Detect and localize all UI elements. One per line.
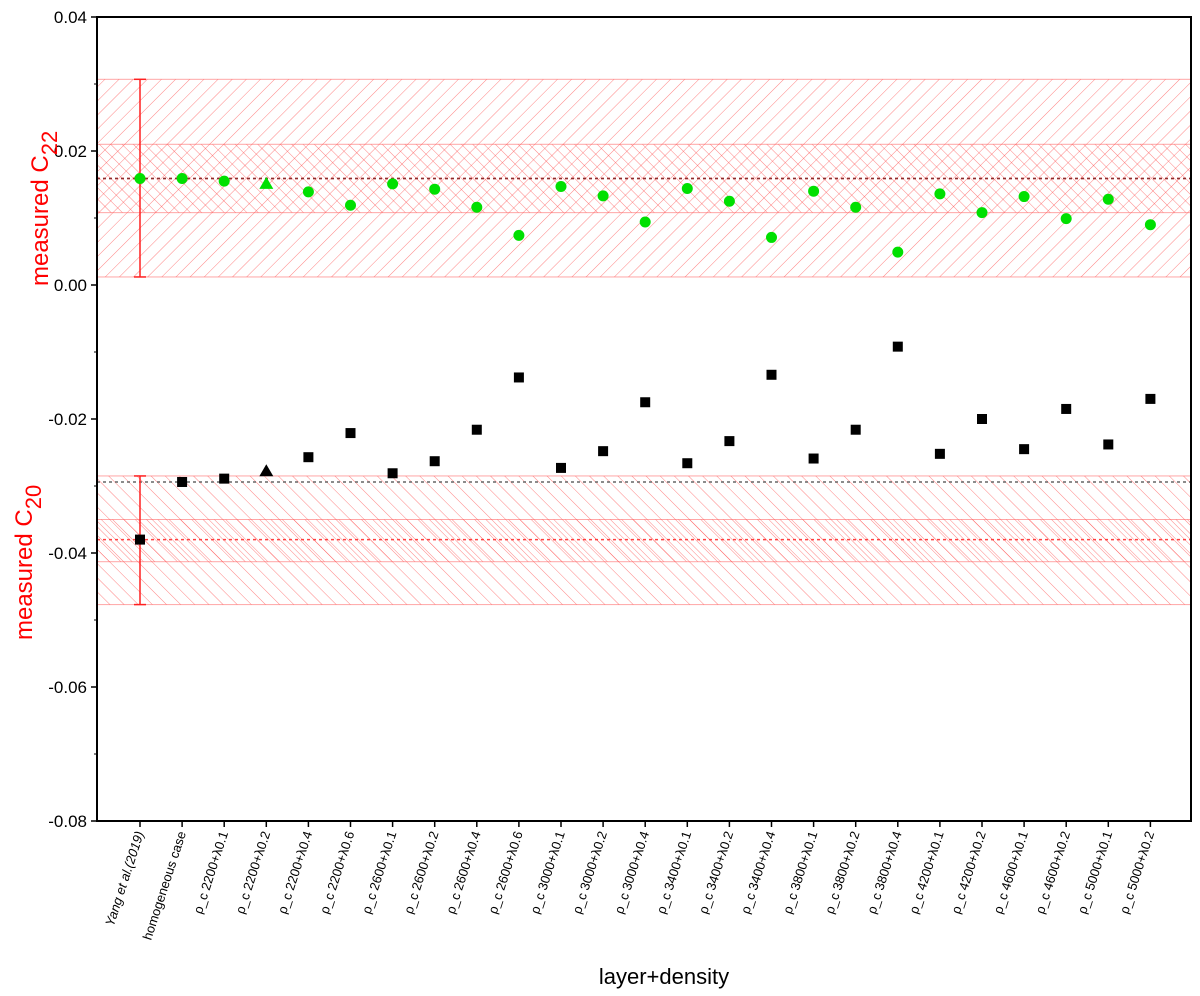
point [639,216,651,228]
point [850,201,862,213]
point [1144,219,1156,231]
point [597,190,609,202]
y-tick-label: -0.04 [48,544,87,563]
y-tick-label: 0.02 [54,142,87,161]
point [598,446,609,457]
x-tick-label: Yang et al.(2019) [102,829,147,928]
point [259,176,274,189]
x-tick-label: ρ_c 3400+λ0.1 [653,829,694,915]
point [177,476,188,487]
point [556,462,566,473]
point [1145,393,1156,404]
measurement-bands [96,78,1192,606]
point [934,448,945,459]
data-points [134,172,1156,545]
x-tick-label: ρ_c 3000+λ0.1 [527,829,568,915]
y-axis: 0.04 0.02 0.00 -0.02 -0.04 -0.06 -0.08 [48,8,97,831]
x-axis-title: layer+density [599,964,729,989]
point [218,175,230,187]
inner-band [96,519,1192,563]
point [429,456,440,467]
x-tick-label: ρ_c 4200+λ0.1 [906,829,947,915]
point [681,183,693,195]
x-tick-label: ρ_c 4600+λ0.1 [990,829,1031,915]
point [513,229,525,241]
point [1018,191,1030,203]
point [1102,193,1114,205]
point [850,424,861,435]
point [471,424,482,435]
x-tick-label: homogeneous case [140,829,189,942]
point [724,436,735,447]
point [640,397,651,408]
point [892,341,903,352]
point [723,195,735,207]
x-tick-label: ρ_c 3800+λ0.1 [780,829,821,915]
reference-lines [97,177,1191,541]
y-tick-label: -0.08 [48,812,87,831]
y-axis-title-c22: measured C22 [27,131,62,286]
point [976,207,988,219]
x-tick-label: ρ_c 2200+λ0.4 [274,829,315,915]
x-tick-label: ρ_c 5000+λ0.2 [1116,829,1157,915]
x-tick-label: ρ_c 4200+λ0.2 [948,829,989,915]
point [135,534,145,545]
point [766,231,777,243]
y-axis-title-c20: measured C20 [11,485,46,640]
point [808,453,819,464]
x-tick-label: ρ_c 2600+λ0.1 [359,829,400,915]
x-tick-label: ρ_c 5000+λ0.1 [1074,829,1115,915]
point [471,201,483,213]
x-tick-label: ρ_c 4600+λ0.2 [1032,829,1073,915]
x-tick-label: ρ_c 2600+λ0.4 [443,829,484,915]
x-tick-label: ρ_c 2600+λ0.2 [401,829,442,915]
point [345,199,356,211]
point [345,428,356,439]
point [176,172,188,184]
point [1103,439,1114,450]
point [1060,213,1072,225]
point [808,185,820,197]
x-tick-label: ρ_c 3000+λ0.2 [569,829,610,915]
x-tick-label: ρ_c 2200+λ0.6 [317,829,358,915]
x-tick-label: ρ_c 3400+λ0.4 [738,829,779,915]
point [429,183,441,195]
x-tick-label: ρ_c 3800+λ0.2 [822,829,863,915]
point [387,178,399,190]
point [513,372,524,383]
x-tick-label: ρ_c 3000+λ0.4 [611,829,652,915]
y-tick-label: -0.06 [48,678,87,697]
point [555,181,567,193]
x-axis: Yang et al.(2019)homogeneous case ρ_c 220… [102,821,1157,942]
x-tick-label: ρ_c 2200+λ0.2 [232,829,273,915]
point [1019,444,1030,455]
y-tick-label: 0.00 [54,276,87,295]
point [219,473,230,484]
point [682,458,693,469]
y-tick-label: 0.04 [54,8,87,27]
point [766,369,777,380]
point [259,464,274,477]
point [303,452,314,463]
point [302,186,314,198]
point [387,468,398,479]
point [934,188,946,200]
point [977,414,987,424]
point [892,246,904,258]
point [1061,403,1072,414]
x-tick-label: ρ_c 3400+λ0.2 [695,829,736,915]
point [134,172,146,184]
x-tick-label: ρ_c 3800+λ0.4 [864,829,905,915]
x-tick-label: ρ_c 2200+λ0.1 [190,829,231,915]
x-tick-label: ρ_c 2600+λ0.6 [485,829,526,915]
y-tick-label: -0.02 [48,410,87,429]
